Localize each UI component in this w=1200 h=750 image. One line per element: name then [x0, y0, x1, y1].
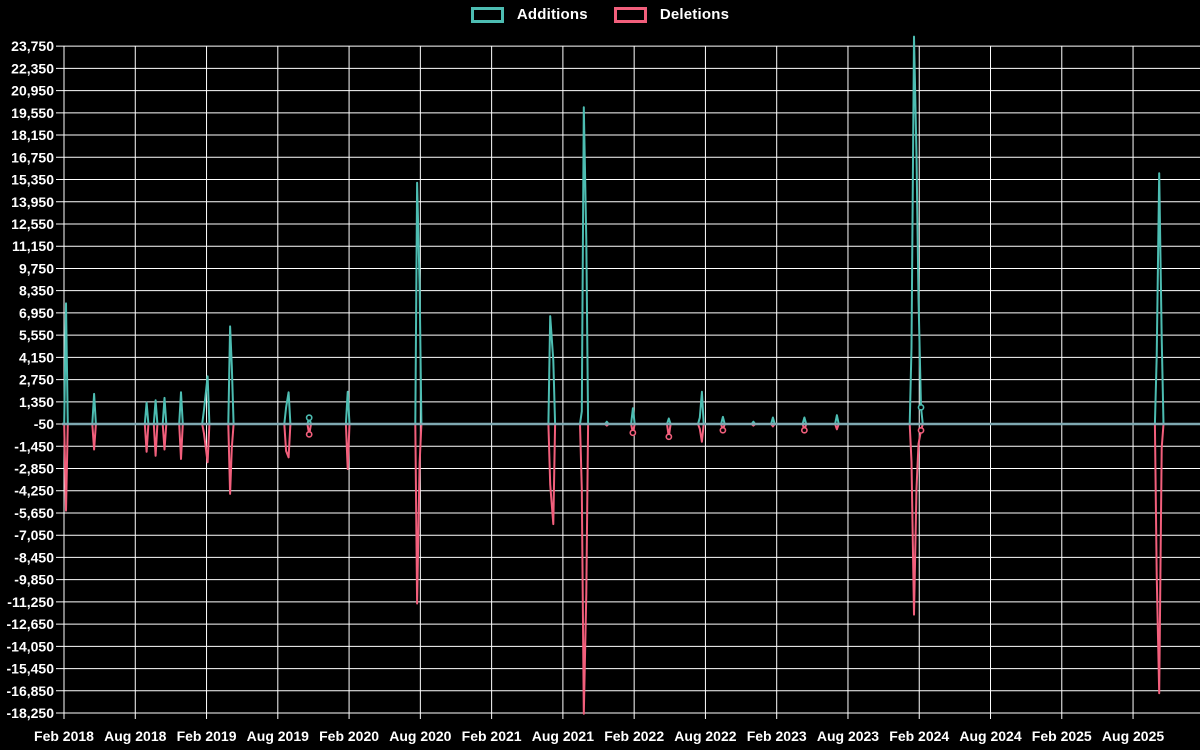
- y-tick-label: -1,450: [14, 438, 54, 454]
- x-tick-label: Feb 2020: [319, 728, 379, 744]
- x-tick-label: Feb 2018: [34, 728, 94, 744]
- point-marker: [305, 414, 313, 422]
- point-marker: [665, 433, 673, 441]
- x-tick-label: Aug 2025: [1102, 728, 1164, 744]
- y-tick-label: 15,350: [11, 172, 54, 188]
- legend-deletions-label: Deletions: [659, 6, 730, 23]
- y-tick-label: -14,050: [7, 638, 55, 654]
- legend-item-additions[interactable]: Additions: [470, 6, 588, 23]
- x-tick-label: Feb 2019: [177, 728, 237, 744]
- y-tick-label: -4,250: [14, 483, 54, 499]
- x-tick-label: Aug 2018: [104, 728, 166, 744]
- y-tick-label: -2,850: [14, 461, 54, 477]
- y-tick-label: 4,150: [19, 349, 54, 365]
- y-tick-label: -11,250: [7, 594, 54, 610]
- point-marker: [719, 426, 727, 434]
- y-tick-label: 22,350: [11, 60, 54, 76]
- y-tick-label: -18,250: [7, 705, 55, 721]
- legend-item-deletions[interactable]: Deletions: [613, 6, 730, 23]
- y-tick-label: -15,450: [7, 661, 55, 677]
- x-tick-label: Aug 2020: [389, 728, 451, 744]
- y-tick-label: 9,750: [19, 260, 54, 276]
- y-tick-label: 19,550: [11, 105, 54, 121]
- point-marker: [917, 427, 925, 434]
- x-tick-label: Aug 2022: [674, 728, 736, 744]
- y-tick-label: -8,450: [14, 549, 54, 565]
- y-tick-label: 8,350: [19, 283, 54, 299]
- y-tick-label: -12,650: [7, 616, 55, 632]
- y-tick-label: 6,950: [19, 305, 54, 321]
- y-tick-label: 16,750: [11, 149, 54, 165]
- y-tick-label: -50: [34, 416, 54, 432]
- y-tick-label: 18,150: [11, 127, 54, 143]
- y-tick-label: -7,050: [14, 527, 54, 543]
- series-deletions: [62, 423, 1200, 715]
- y-tick-label: 23,750: [11, 38, 54, 54]
- x-tick-label: Aug 2019: [247, 728, 309, 744]
- x-tick-label: Aug 2024: [959, 728, 1021, 744]
- y-tick-label: 1,350: [19, 394, 54, 410]
- x-tick-label: Feb 2023: [747, 728, 807, 744]
- y-tick-label: 11,150: [12, 238, 54, 254]
- y-tick-label: -16,850: [7, 683, 55, 699]
- additions-swatch-icon: [470, 6, 504, 23]
- y-tick-label: 5,550: [19, 327, 54, 343]
- y-tick-label: 20,950: [11, 83, 54, 99]
- y-tick-label: 12,550: [11, 216, 54, 232]
- deletions-swatch-icon: [613, 6, 647, 23]
- x-tick-label: Feb 2021: [462, 728, 522, 744]
- point-marker: [305, 430, 313, 438]
- y-tick-label: -5,650: [14, 505, 54, 521]
- x-tick-label: Aug 2023: [817, 728, 879, 744]
- chart-legend: Additions Deletions: [0, 6, 1200, 23]
- y-tick-label: -9,850: [14, 572, 54, 588]
- point-marker: [917, 403, 925, 411]
- y-tick-label: 2,750: [19, 372, 54, 388]
- point-marker: [629, 429, 637, 437]
- x-tick-label: Aug 2021: [532, 728, 594, 744]
- x-tick-label: Feb 2022: [604, 728, 664, 744]
- x-tick-label: Feb 2024: [889, 728, 949, 744]
- point-marker: [800, 426, 808, 434]
- legend-additions-label: Additions: [516, 6, 588, 23]
- y-tick-label: 13,950: [11, 194, 54, 210]
- x-tick-label: Feb 2025: [1032, 728, 1092, 744]
- series-additions: [62, 35, 1200, 426]
